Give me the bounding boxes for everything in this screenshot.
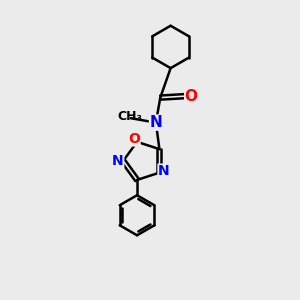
Text: N: N xyxy=(112,154,124,168)
Text: O: O xyxy=(128,132,140,146)
Text: N: N xyxy=(158,164,170,178)
Text: N: N xyxy=(149,115,162,130)
Text: O: O xyxy=(185,88,198,104)
Text: CH₃: CH₃ xyxy=(117,110,142,123)
